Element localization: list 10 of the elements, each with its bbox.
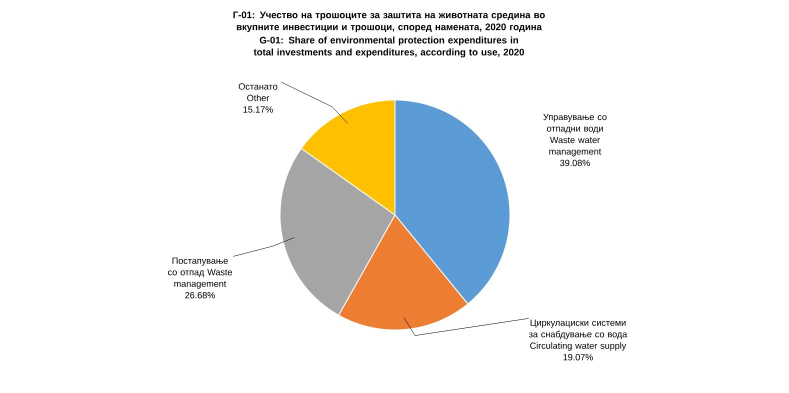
slice-label: Останато Other [238,83,278,102]
data-label: 26.68% [185,292,215,298]
data-label: 39.08% [560,160,590,166]
slice-label: Управување со отпадни води Waste water management [543,114,607,156]
slice-label: Циркулациски системи за снабдување со вода Circulating water supply [528,320,628,351]
data-label: 15.17% [243,106,273,113]
chart-title: Г-01: Учество на трошоците за заштита на животната средина во вкупните инвестиции и трошоци, според намената, 2020 година [233,12,545,32]
chart-subtitle: G-01: Share of environmental protection expenditures in total investments and expenditures, according to use, 2020 [254,36,524,58]
data-label: 19.07% [563,354,593,360]
slice-label: Постапување со отпад Waste management [168,258,232,289]
